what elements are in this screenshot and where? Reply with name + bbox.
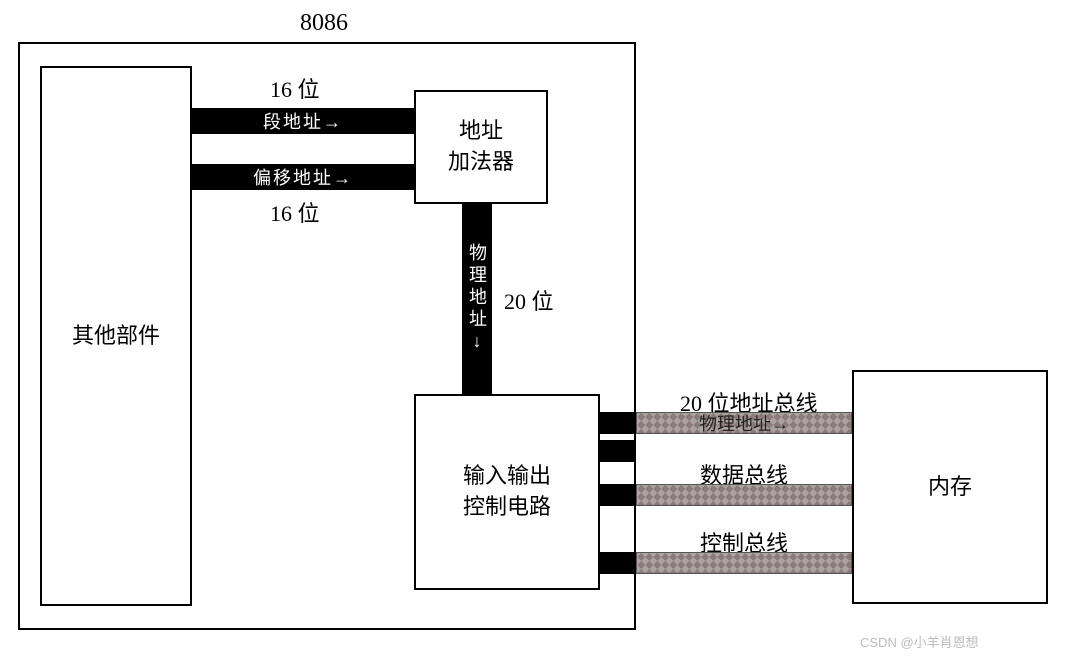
io-control-label: 输入输出 控制电路 xyxy=(463,461,551,523)
other-components-box: 其他部件 xyxy=(40,66,192,606)
memory-box: 内存 xyxy=(852,370,1048,604)
other-components-label: 其他部件 xyxy=(72,321,160,352)
offset-addr-width-label: 16 位 xyxy=(270,196,320,228)
address-adder-box: 地址 加法器 xyxy=(414,90,548,204)
memory-label: 内存 xyxy=(928,472,972,503)
segment-address-bus-label: 段地址→ xyxy=(263,108,343,134)
addr-bus-sublabel: 物理地址→ xyxy=(699,410,789,436)
segment-address-bus: 段地址→ xyxy=(192,108,414,134)
address-adder-label: 地址 加法器 xyxy=(448,116,514,178)
offset-address-bus-label: 偏移地址→ xyxy=(253,164,353,190)
ctrl-bus-hatched xyxy=(636,552,852,574)
seg-addr-width-label: 16 位 xyxy=(270,72,320,104)
phys-addr-width-label: 20 位 xyxy=(504,284,554,316)
offset-address-bus: 偏移地址→ xyxy=(192,164,414,190)
physical-address-bus: 物理地址↓ xyxy=(462,204,492,394)
io-control-box: 输入输出 控制电路 xyxy=(414,394,600,590)
diagram-canvas: 8086 其他部件 地址 加法器 输入输出 控制电路 内存 16 位 段地址→ … xyxy=(0,0,1067,667)
data-bus-black-seg xyxy=(600,484,636,506)
addr-bus-black-seg xyxy=(600,412,636,434)
addr-bus-hatched: 物理地址→ xyxy=(636,412,852,434)
diagram-title: 8086 xyxy=(300,10,348,37)
physical-address-bus-label: 物理地址↓ xyxy=(464,243,490,355)
addr-bus-black-seg2 xyxy=(600,440,636,462)
data-bus-hatched xyxy=(636,484,852,506)
ctrl-bus-black-seg xyxy=(600,552,636,574)
watermark: CSDN @小羊肖恩想 xyxy=(860,632,979,651)
